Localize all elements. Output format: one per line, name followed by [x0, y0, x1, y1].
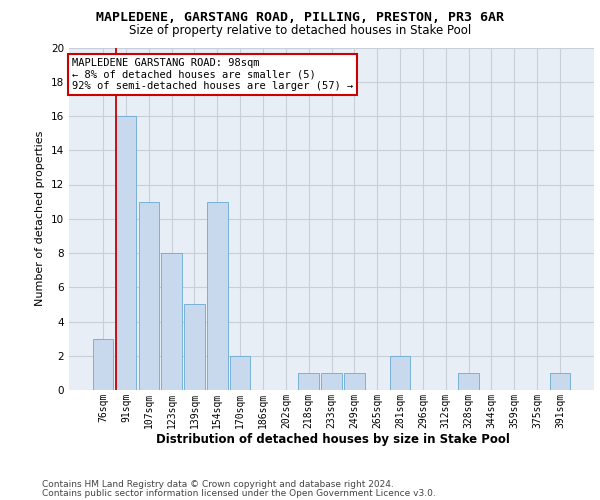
- Bar: [116, 116, 136, 390]
- Bar: [298, 373, 319, 390]
- Bar: [550, 373, 570, 390]
- Bar: [344, 373, 365, 390]
- Text: MAPLEDENE GARSTANG ROAD: 98sqm
← 8% of detached houses are smaller (5)
92% of se: MAPLEDENE GARSTANG ROAD: 98sqm ← 8% of d…: [71, 58, 353, 91]
- Bar: [139, 202, 159, 390]
- Text: MAPLEDENE, GARSTANG ROAD, PILLING, PRESTON, PR3 6AR: MAPLEDENE, GARSTANG ROAD, PILLING, PREST…: [96, 11, 504, 24]
- Text: Contains HM Land Registry data © Crown copyright and database right 2024.: Contains HM Land Registry data © Crown c…: [42, 480, 394, 489]
- Bar: [161, 253, 182, 390]
- Bar: [321, 373, 342, 390]
- Bar: [93, 338, 113, 390]
- Bar: [390, 356, 410, 390]
- Y-axis label: Number of detached properties: Number of detached properties: [35, 131, 46, 306]
- Text: Size of property relative to detached houses in Stake Pool: Size of property relative to detached ho…: [129, 24, 471, 37]
- Text: Contains public sector information licensed under the Open Government Licence v3: Contains public sector information licen…: [42, 489, 436, 498]
- Bar: [458, 373, 479, 390]
- Text: Distribution of detached houses by size in Stake Pool: Distribution of detached houses by size …: [156, 432, 510, 446]
- Bar: [184, 304, 205, 390]
- Bar: [207, 202, 227, 390]
- Bar: [230, 356, 250, 390]
